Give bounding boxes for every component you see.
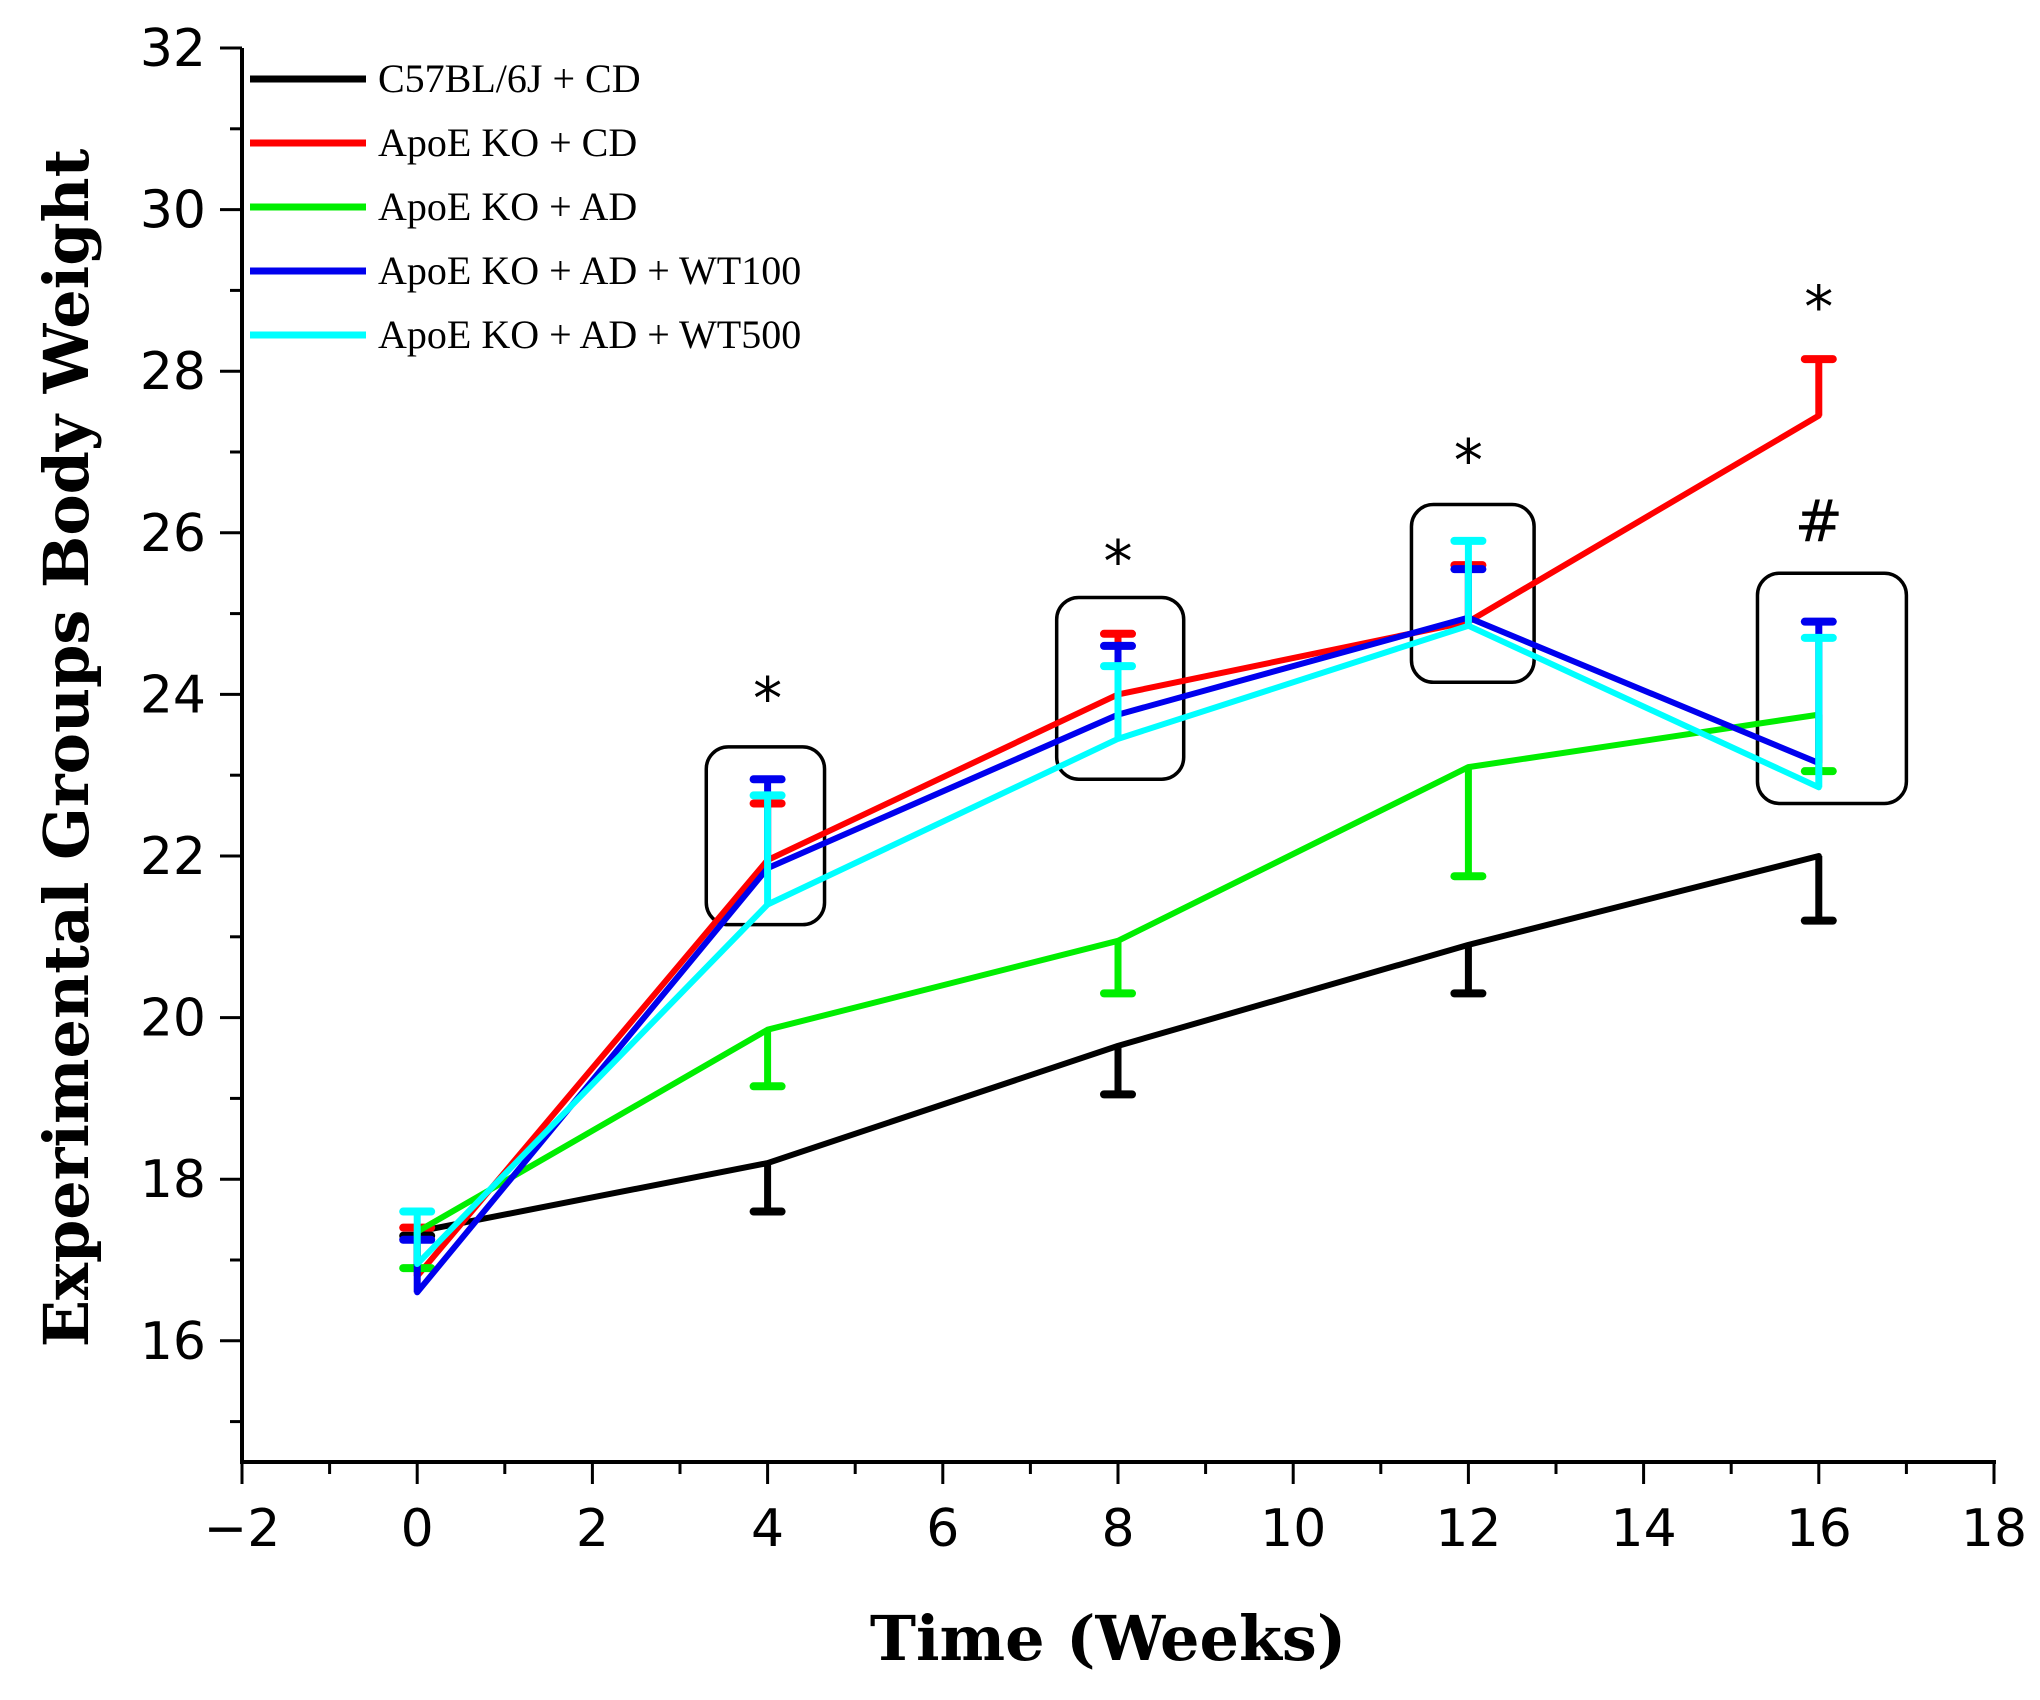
- y-tick-label: 16: [140, 1312, 206, 1372]
- y-axis-title: Experimental Groups Body Weight: [30, 148, 103, 1347]
- y-tick-label: 28: [140, 342, 206, 402]
- x-tick-label: 4: [751, 1499, 784, 1559]
- highlight-box: [1054, 595, 1186, 781]
- x-tick-label: 14: [1611, 1499, 1677, 1559]
- series-line: [414, 711, 1822, 1235]
- y-tick-label: 22: [140, 827, 206, 887]
- asterisk-annotation: *: [1104, 527, 1133, 595]
- series-group: [399, 853, 1837, 1240]
- legend-label: ApoE KO + AD + WT100: [378, 248, 801, 293]
- x-tick-label: 16: [1786, 1499, 1852, 1559]
- asterisk-annotation: *: [1804, 273, 1833, 341]
- y-tick-label: 24: [140, 665, 206, 725]
- x-tick-label: 6: [926, 1499, 959, 1559]
- series-group: [399, 536, 1837, 1268]
- x-tick-label: 12: [1435, 1499, 1501, 1559]
- series-lines: [399, 355, 1837, 1296]
- legend-label: ApoE KO + CD: [378, 120, 637, 165]
- highlight-boxes: [704, 502, 1909, 927]
- x-tick-label: 8: [1101, 1499, 1134, 1559]
- series-group: [399, 355, 1837, 1280]
- legend-label: ApoE KO + AD: [378, 184, 637, 229]
- asterisk-annotation: *: [753, 665, 782, 733]
- x-axis-title: Time (Weeks): [870, 1602, 1346, 1675]
- x-tick-label: 10: [1260, 1499, 1326, 1559]
- legend: C57BL/6J + CD ApoE KO + CD ApoE KO + AD Apo…: [250, 56, 801, 357]
- y-tick-label: 30: [140, 181, 206, 241]
- significance-annotations: * * * * #: [753, 273, 1843, 733]
- hash-annotation: #: [1794, 487, 1843, 555]
- x-tick-label: 2: [576, 1499, 609, 1559]
- y-tick-label: 18: [140, 1150, 206, 1210]
- x-tick-label: 0: [401, 1499, 434, 1559]
- series-group: [399, 711, 1837, 1273]
- asterisk-annotation: *: [1454, 426, 1483, 494]
- y-tick-label: 20: [140, 989, 206, 1049]
- highlight-box: [1409, 502, 1536, 685]
- series-line: [414, 853, 1822, 1235]
- series-line: [414, 622, 1822, 1268]
- highlight-box: [1755, 571, 1909, 806]
- y-tick-label: 32: [140, 19, 206, 79]
- x-tick-label: 18: [1961, 1499, 2027, 1559]
- y-tick-label: 26: [140, 504, 206, 564]
- legend-label: ApoE KO + AD + WT500: [378, 312, 801, 357]
- x-tick-label: −2: [204, 1499, 281, 1559]
- legend-label: C57BL/6J + CD: [378, 56, 641, 101]
